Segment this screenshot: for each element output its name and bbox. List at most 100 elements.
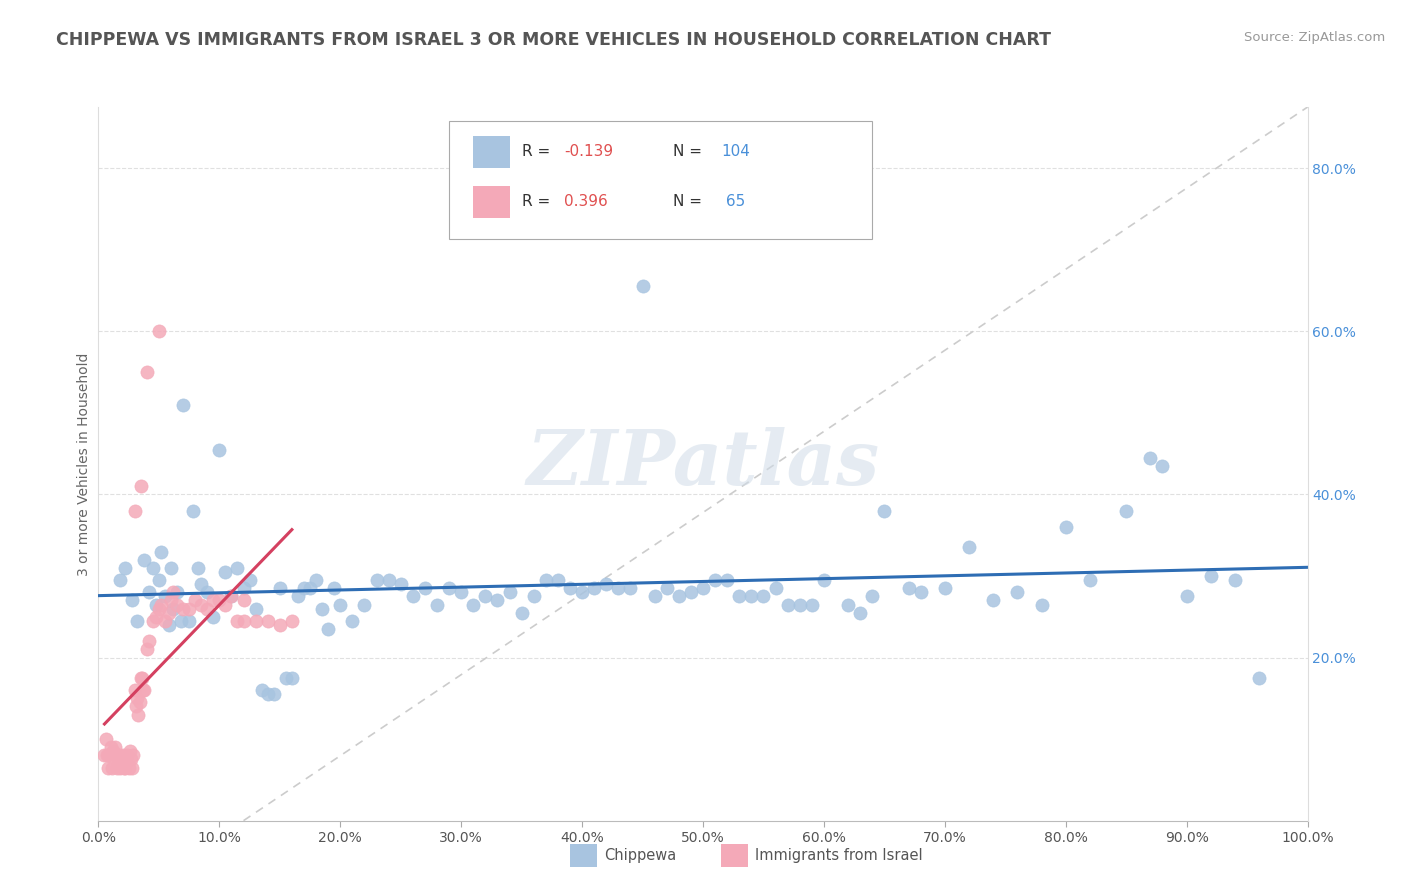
Point	[166, 598, 188, 612]
Point	[1199, 569, 1222, 583]
Point	[153, 590, 176, 604]
Point	[187, 561, 209, 575]
Point	[172, 398, 194, 412]
Point	[101, 744, 124, 758]
Point	[110, 752, 132, 766]
Point	[166, 585, 188, 599]
Point	[160, 593, 183, 607]
Point	[208, 442, 231, 457]
Point	[108, 761, 131, 775]
Text: CHIPPEWA VS IMMIGRANTS FROM ISRAEL 3 OR MORE VEHICLES IN HOUSEHOLD CORRELATION C: CHIPPEWA VS IMMIGRANTS FROM ISRAEL 3 OR …	[56, 31, 1052, 49]
FancyBboxPatch shape	[449, 121, 872, 239]
Point	[377, 573, 399, 587]
Point	[114, 561, 136, 575]
Point	[571, 585, 593, 599]
Point	[239, 573, 262, 587]
Point	[111, 748, 134, 763]
Point	[957, 541, 980, 555]
Text: 65: 65	[721, 194, 745, 210]
Text: -0.139: -0.139	[564, 145, 613, 160]
Point	[595, 577, 617, 591]
Point	[124, 504, 146, 518]
Point	[142, 614, 165, 628]
Text: N =: N =	[673, 145, 707, 160]
Point	[450, 585, 472, 599]
Point	[190, 598, 212, 612]
Point	[127, 691, 149, 706]
Point	[162, 601, 184, 615]
Point	[1078, 573, 1101, 587]
Point	[132, 683, 155, 698]
Point	[692, 581, 714, 595]
Point	[179, 601, 201, 615]
Point	[910, 585, 932, 599]
Point	[305, 573, 328, 587]
Point	[169, 614, 191, 628]
Point	[1007, 585, 1029, 599]
Point	[134, 552, 156, 566]
Text: Chippewa: Chippewa	[603, 848, 676, 863]
Point	[96, 748, 118, 763]
Point	[631, 279, 654, 293]
Point	[162, 585, 184, 599]
Point	[226, 561, 249, 575]
Point	[1175, 590, 1198, 604]
Point	[135, 642, 157, 657]
Point	[157, 618, 180, 632]
Point	[353, 598, 375, 612]
Point	[226, 614, 249, 628]
Y-axis label: 3 or more Vehicles in Household: 3 or more Vehicles in Household	[77, 352, 91, 575]
Point	[245, 601, 267, 615]
Point	[157, 606, 180, 620]
Point	[619, 581, 641, 595]
Point	[329, 598, 352, 612]
Point	[195, 585, 218, 599]
Point	[269, 581, 291, 595]
Point	[150, 598, 173, 612]
Point	[103, 748, 125, 763]
Point	[1152, 458, 1174, 473]
Text: 0.396: 0.396	[564, 194, 607, 210]
Point	[129, 479, 152, 493]
Point	[118, 744, 141, 758]
Point	[558, 581, 581, 595]
Point	[342, 614, 364, 628]
Point	[668, 590, 690, 604]
Point	[128, 695, 150, 709]
Point	[849, 606, 872, 620]
Point	[107, 756, 129, 771]
Point	[117, 748, 139, 763]
Text: Immigrants from Israel: Immigrants from Israel	[755, 848, 922, 863]
Point	[97, 761, 120, 775]
Point	[873, 504, 896, 518]
Point	[366, 573, 388, 587]
Point	[813, 573, 835, 587]
Point	[134, 683, 156, 698]
Point	[129, 671, 152, 685]
Point	[100, 761, 122, 775]
Point	[190, 577, 212, 591]
Point	[221, 590, 243, 604]
Point	[118, 761, 141, 775]
Point	[981, 593, 1004, 607]
Point	[607, 581, 630, 595]
Point	[208, 593, 231, 607]
Point	[498, 585, 520, 599]
Point	[114, 761, 136, 775]
Point	[402, 590, 425, 604]
Point	[510, 606, 533, 620]
Point	[316, 622, 339, 636]
Point	[1115, 504, 1137, 518]
Point	[389, 577, 412, 591]
Point	[232, 581, 254, 595]
Point	[547, 573, 569, 587]
Point	[179, 614, 201, 628]
Bar	[474, 186, 509, 218]
Point	[148, 573, 170, 587]
Point	[138, 585, 160, 599]
Point	[150, 544, 173, 558]
Point	[232, 593, 254, 607]
Point	[934, 581, 956, 595]
Point	[145, 598, 167, 612]
Point	[583, 581, 606, 595]
